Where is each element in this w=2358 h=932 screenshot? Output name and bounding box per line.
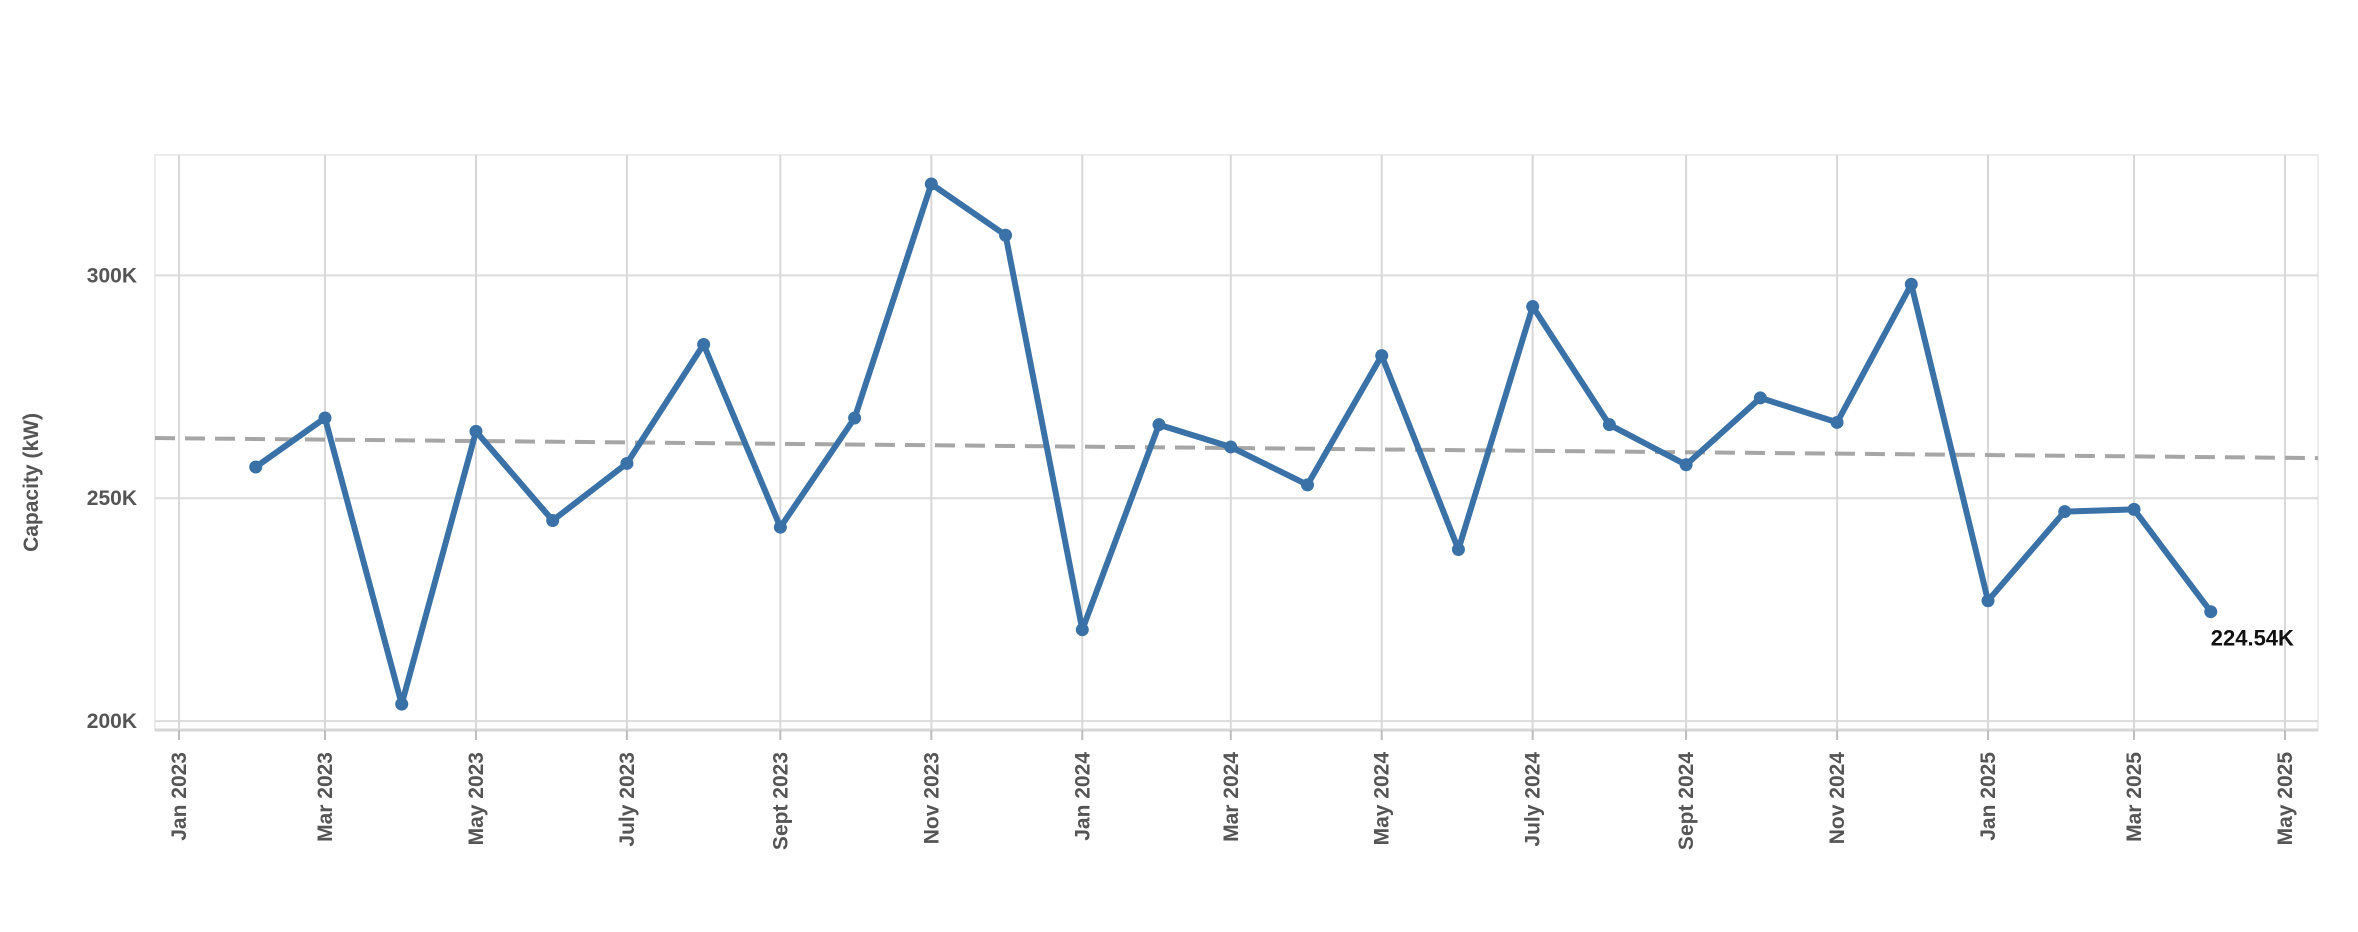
y-axis-label: Capacity (kW) [20, 413, 43, 552]
data-label: 224.54K [2211, 626, 2294, 651]
y-tick-label: 250K [87, 487, 137, 510]
data-point [2127, 502, 2141, 516]
data-point [395, 697, 409, 711]
data-point [2204, 605, 2218, 619]
data-point [1904, 277, 1918, 291]
data-point [546, 514, 560, 528]
data-point [1753, 391, 1767, 405]
data-point [924, 177, 938, 191]
data-point [1224, 440, 1238, 454]
y-tick-labels: 200K 250K 300K [87, 264, 137, 733]
x-tick-label: Sept 2024 [1675, 752, 1698, 850]
data-point [1602, 418, 1616, 432]
data-point [1300, 478, 1314, 492]
data-point [773, 520, 787, 534]
plot-frame [154, 154, 2319, 732]
data-point [2058, 505, 2072, 519]
data-point [697, 337, 711, 351]
data-point [1679, 458, 1693, 472]
x-tick-label: May 2023 [465, 752, 488, 845]
x-tick-labels: Jan 2023 Mar 2023 May 2023 July 2023 Sept 20… [168, 752, 2297, 850]
x-tick-label: Mar 2023 [314, 752, 337, 842]
x-gridlines [178, 155, 2286, 740]
x-tick-label: Jan 2023 [168, 752, 191, 841]
y-gridlines [155, 274, 2318, 723]
data-point [1451, 542, 1465, 556]
data-point [1526, 300, 1540, 314]
series-group [249, 177, 2218, 711]
data-point [1375, 349, 1389, 363]
x-tick-label: July 2023 [616, 752, 639, 847]
data-point [318, 411, 332, 425]
data-point [620, 456, 634, 470]
x-tick-label: Nov 2024 [1826, 752, 1849, 845]
data-point [1152, 418, 1166, 432]
x-tick-label: Jan 2025 [1977, 752, 2000, 841]
x-tick-label: Mar 2025 [2123, 752, 2146, 842]
data-point [469, 424, 483, 438]
x-tick-label: Nov 2023 [920, 752, 943, 844]
data-point [1981, 594, 1995, 608]
x-tick-label: July 2024 [1522, 752, 1545, 847]
data-point [1075, 623, 1089, 637]
y-tick-label: 300K [87, 264, 137, 287]
x-tick-label: May 2024 [1371, 752, 1394, 846]
data-point [1830, 415, 1844, 429]
data-point [848, 411, 862, 425]
data-point [999, 228, 1013, 242]
annotations: 224.54K [2211, 626, 2294, 651]
x-tick-label: Mar 2024 [1220, 752, 1243, 842]
data-point [249, 460, 263, 474]
x-tick-label: May 2025 [2274, 752, 2297, 846]
x-tick-label: Jan 2024 [1071, 752, 1094, 841]
y-tick-label: 200K [87, 710, 137, 733]
x-tick-label: Sept 2023 [769, 752, 792, 850]
